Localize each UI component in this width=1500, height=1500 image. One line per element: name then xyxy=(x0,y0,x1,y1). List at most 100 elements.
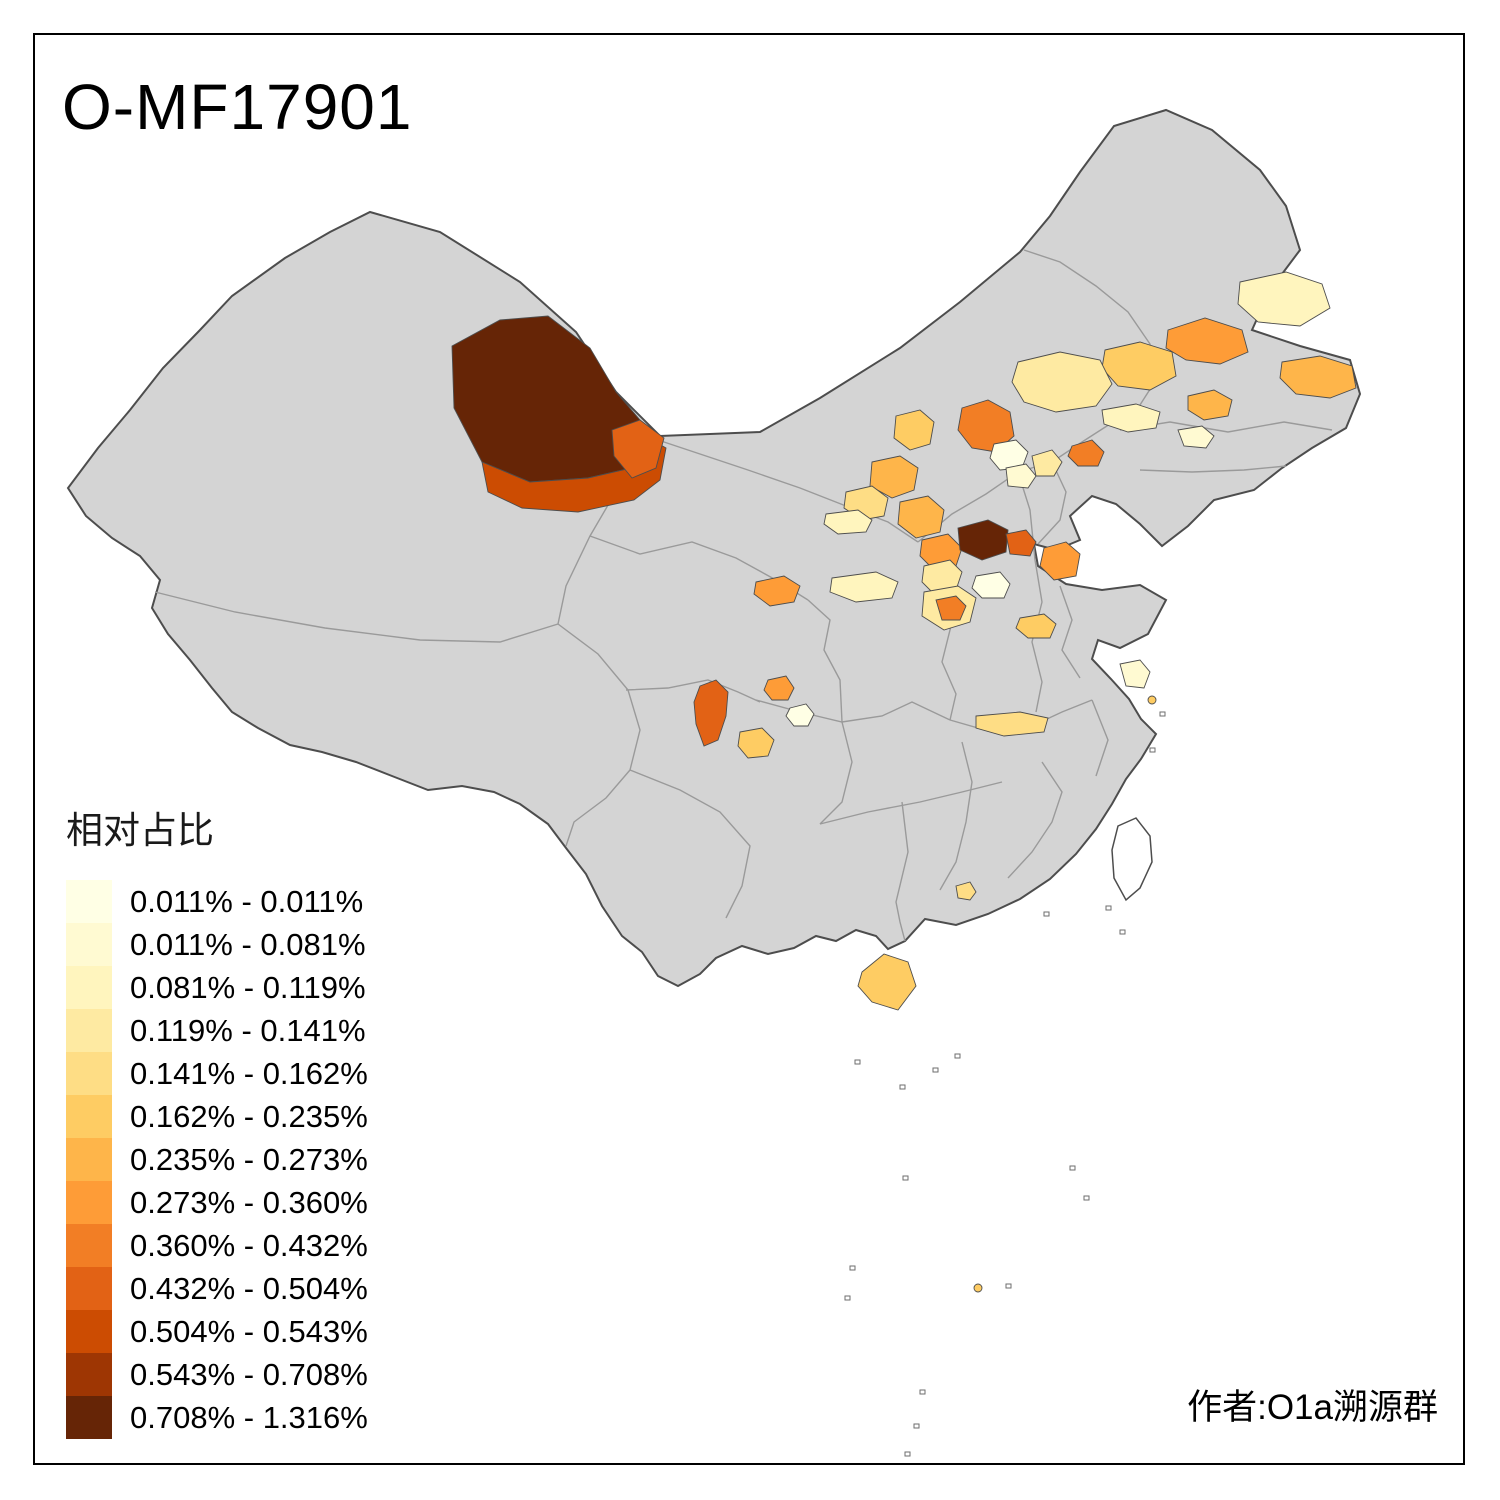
legend-swatch xyxy=(66,880,112,923)
legend-item: 0.360% - 0.432% xyxy=(66,1224,368,1267)
colored-region xyxy=(1165,317,1249,365)
legend-item: 0.162% - 0.235% xyxy=(66,1095,368,1138)
islet xyxy=(899,1084,906,1090)
hainan-island xyxy=(857,953,917,1011)
colored-region xyxy=(829,571,899,603)
colored-region xyxy=(1101,403,1161,433)
legend-swatch xyxy=(66,1138,112,1181)
province-boundary xyxy=(154,591,559,643)
islet xyxy=(954,1053,961,1059)
legend-item: 0.432% - 0.504% xyxy=(66,1267,368,1310)
legend-item: 0.011% - 0.011% xyxy=(66,880,368,923)
colored-region xyxy=(823,509,873,535)
legend-label: 0.708% - 1.316% xyxy=(130,1399,368,1435)
islet xyxy=(1069,1165,1076,1171)
legend-item: 0.141% - 0.162% xyxy=(66,1052,368,1095)
legend-swatch xyxy=(66,1181,112,1224)
colored-region xyxy=(1237,271,1331,327)
legend-swatch xyxy=(66,1224,112,1267)
plot-title: O-MF17901 xyxy=(62,71,413,143)
colored-region xyxy=(935,595,967,621)
islet xyxy=(1043,911,1050,917)
legend-swatch xyxy=(66,1310,112,1353)
legend-label: 0.119% - 0.141% xyxy=(130,1012,366,1048)
colored-region xyxy=(1011,351,1113,413)
islet xyxy=(919,1389,926,1395)
legend-item: 0.543% - 0.708% xyxy=(66,1353,368,1396)
legend-label: 0.273% - 0.360% xyxy=(130,1184,368,1220)
islet xyxy=(1005,1283,1012,1289)
colored-region xyxy=(957,519,1009,561)
colored-region xyxy=(1279,355,1357,399)
colored-region xyxy=(481,439,667,513)
province-boundary xyxy=(625,679,761,703)
legend-swatch xyxy=(66,1396,112,1439)
islet xyxy=(844,1295,851,1301)
province-boundary xyxy=(895,801,909,942)
colored-region xyxy=(1005,463,1037,489)
islet xyxy=(854,1059,861,1065)
plot-border xyxy=(33,33,1465,1465)
colored-region xyxy=(1067,439,1105,467)
legend-label: 0.011% - 0.081% xyxy=(130,926,366,962)
islet xyxy=(849,1265,856,1271)
legend-swatch xyxy=(66,1052,112,1095)
colored-region xyxy=(955,881,977,901)
colored-region xyxy=(893,409,935,451)
legend-swatch xyxy=(66,1009,112,1052)
legend-label: 0.235% - 0.273% xyxy=(130,1141,368,1177)
legend-label: 0.504% - 0.543% xyxy=(130,1313,368,1349)
legend-swatch xyxy=(66,1353,112,1396)
colored-region xyxy=(1147,695,1157,705)
islet xyxy=(1083,1195,1090,1201)
colored-region xyxy=(1177,425,1215,449)
legend-item: 0.119% - 0.141% xyxy=(66,1009,368,1052)
province-boundary xyxy=(807,599,843,723)
islet xyxy=(904,1451,911,1457)
china-mainland xyxy=(66,108,1362,988)
islet xyxy=(1119,929,1126,935)
colored-region xyxy=(973,1283,983,1293)
colored-region xyxy=(753,575,801,607)
legend-swatch xyxy=(66,966,112,1009)
legend-label: 0.162% - 0.235% xyxy=(130,1098,368,1134)
province-boundary xyxy=(939,741,973,891)
sea-islands xyxy=(844,711,1166,1457)
legend-label: 0.543% - 0.708% xyxy=(130,1356,368,1392)
province-boundary xyxy=(819,721,853,825)
colored-regions xyxy=(451,271,1357,1293)
province-boundary xyxy=(629,769,751,919)
legend-items: 0.011% - 0.011% 0.011% - 0.081% 0.081% - 0… xyxy=(66,880,368,1439)
legend-swatch xyxy=(66,1095,112,1138)
province-boundary xyxy=(651,437,919,543)
islet xyxy=(932,1067,939,1073)
province-boundary xyxy=(1007,761,1063,879)
legend-item: 0.081% - 0.119% xyxy=(66,966,368,1009)
legend-swatch xyxy=(66,923,112,966)
colored-region xyxy=(737,727,775,759)
province-boundary xyxy=(1037,461,1067,545)
legend-label: 0.141% - 0.162% xyxy=(130,1055,368,1091)
colored-region xyxy=(1031,449,1063,477)
colored-region xyxy=(1015,613,1057,639)
colored-region xyxy=(1039,541,1081,581)
legend: 相对占比 0.011% - 0.011% 0.011% - 0.081% 0.081… xyxy=(66,800,368,1439)
legend-label: 0.011% - 0.011% xyxy=(130,883,364,919)
colored-region xyxy=(763,675,795,701)
province-boundary xyxy=(819,781,1003,825)
legend-item: 0.235% - 0.273% xyxy=(66,1138,368,1181)
legend-title: 相对占比 xyxy=(66,810,214,851)
colored-region xyxy=(975,711,1049,737)
province-boundary xyxy=(1139,465,1287,473)
colored-region xyxy=(1005,529,1037,557)
colored-region xyxy=(1187,389,1233,421)
legend-item: 0.708% - 1.316% xyxy=(66,1396,368,1439)
legend-label: 0.432% - 0.504% xyxy=(130,1270,368,1306)
legend-label: 0.360% - 0.432% xyxy=(130,1227,368,1263)
islet xyxy=(902,1175,909,1181)
colored-region xyxy=(611,419,665,479)
legend-swatch xyxy=(66,1267,112,1310)
province-boundary xyxy=(1059,585,1081,679)
